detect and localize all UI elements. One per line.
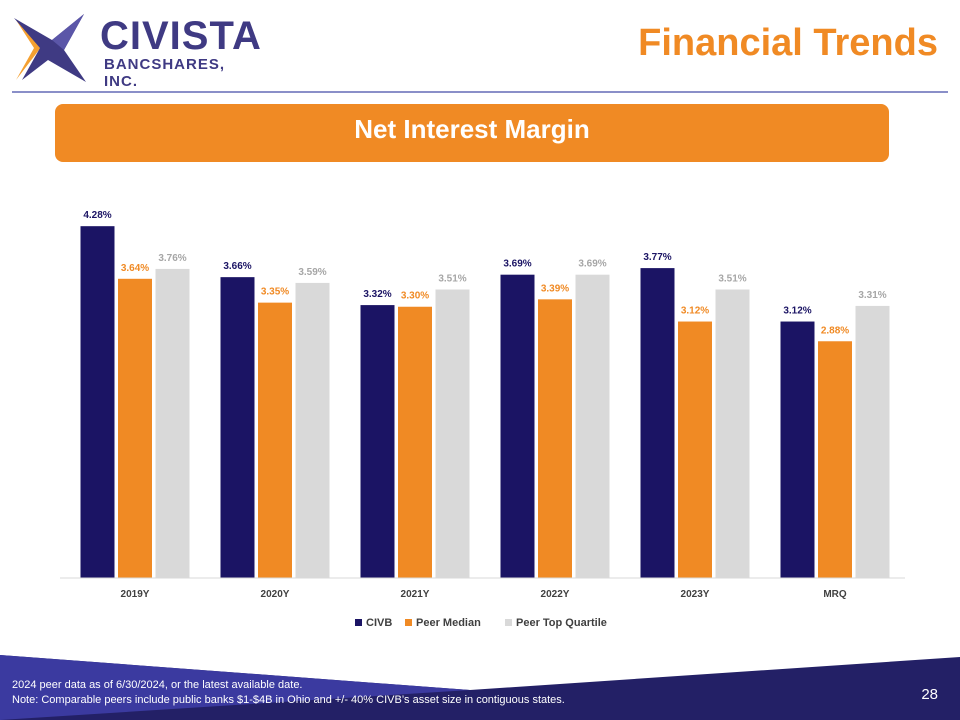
section-banner: Net Interest Margin xyxy=(55,104,889,162)
bar-civb-2022Y xyxy=(500,274,535,578)
data-label: 3.59% xyxy=(298,267,326,278)
bar-peer-top-quartile-2022Y xyxy=(575,274,610,578)
page-title: Financial Trends xyxy=(638,22,938,64)
data-label: 3.66% xyxy=(223,261,251,272)
legend-swatch xyxy=(355,619,362,626)
bar-civb-MRQ xyxy=(780,321,815,578)
data-label: 3.30% xyxy=(401,291,429,302)
bar-civb-2021Y xyxy=(360,305,395,578)
data-label: 3.69% xyxy=(503,259,531,270)
bar-peer-median-2019Y xyxy=(118,278,152,578)
bar-peer-top-quartile-2019Y xyxy=(155,268,190,578)
footer xyxy=(0,640,960,720)
data-label: 2.88% xyxy=(821,325,849,336)
data-label: 3.51% xyxy=(718,273,746,284)
bar-civb-2023Y xyxy=(640,268,675,578)
page-number: 28 xyxy=(921,686,938,703)
data-label: 3.39% xyxy=(541,283,569,294)
bar-civb-2019Y xyxy=(80,226,115,578)
data-label: 3.31% xyxy=(858,290,886,301)
bar-peer-median-2021Y xyxy=(398,306,432,578)
legend-label: Peer Top Quartile xyxy=(516,617,607,629)
x-tick-label: 2020Y xyxy=(261,589,290,600)
data-label: 3.51% xyxy=(438,273,466,284)
data-label: 3.64% xyxy=(121,263,149,274)
x-tick-label: 2021Y xyxy=(401,589,430,600)
header-divider xyxy=(12,91,948,93)
data-label: 3.77% xyxy=(643,252,671,263)
legend-swatch xyxy=(405,619,412,626)
logo-star-icon xyxy=(14,14,86,82)
logo-name: CIVISTA xyxy=(100,14,262,58)
bar-peer-median-2023Y xyxy=(678,321,712,578)
legend-label: CIVB xyxy=(366,617,392,629)
data-label: 3.76% xyxy=(158,253,186,264)
civista-logo: CIVISTA BANCSHARES, INC. xyxy=(12,10,261,90)
logo-subtitle: BANCSHARES, INC. xyxy=(104,56,226,90)
legend-label: Peer Median xyxy=(416,617,481,629)
banner-title: Net Interest Margin xyxy=(354,114,590,144)
x-tick-label: 2019Y xyxy=(121,589,150,600)
bar-peer-top-quartile-2020Y xyxy=(295,282,330,578)
x-tick-label: MRQ xyxy=(823,589,847,600)
footnote-peer-data: 2024 peer data as of 6/30/2024, or the l… xyxy=(12,679,303,691)
data-label: 3.35% xyxy=(261,287,289,298)
bar-peer-median-2020Y xyxy=(258,302,292,578)
net-interest-margin-chart: 4.28% 3.64% 3.76% 2019Y 3.66% 3.35% 3.59% 2020Y… xyxy=(60,210,905,629)
bar-civb-2020Y xyxy=(220,277,255,578)
bar-peer-top-quartile-2023Y xyxy=(715,289,750,578)
bar-peer-top-quartile-2021Y xyxy=(435,289,470,578)
bar-peer-median-MRQ xyxy=(818,341,852,578)
x-tick-label: 2023Y xyxy=(681,589,710,600)
footnote-comparable-peers: Note: Comparable peers include public ba… xyxy=(12,694,565,706)
bar-peer-median-2022Y xyxy=(538,299,572,578)
data-label: 3.12% xyxy=(783,306,811,317)
data-label: 4.28% xyxy=(83,210,111,221)
legend-swatch xyxy=(505,619,512,626)
x-tick-label: 2022Y xyxy=(541,589,570,600)
data-label: 3.12% xyxy=(681,306,709,317)
bar-peer-top-quartile-MRQ xyxy=(855,305,890,578)
data-label: 3.32% xyxy=(363,289,391,300)
data-label: 3.69% xyxy=(578,259,606,270)
